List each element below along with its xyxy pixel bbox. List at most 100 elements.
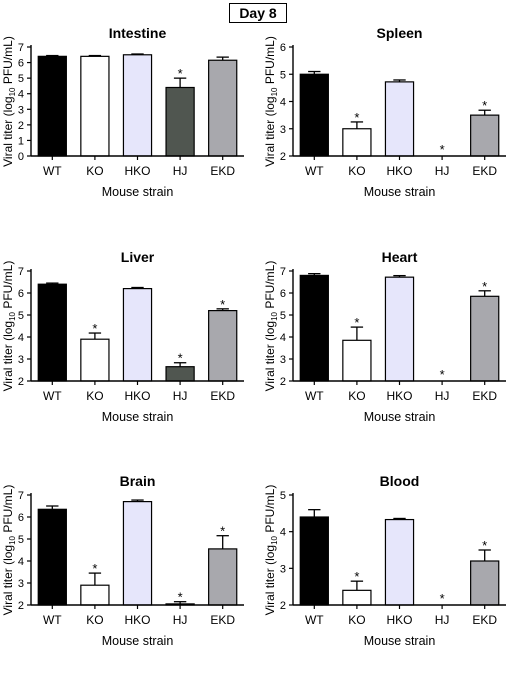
y-tick-label: 5 — [18, 73, 24, 85]
bar-wt — [37, 508, 67, 606]
x-tick-label: WT — [43, 164, 62, 178]
y-tick-label: 6 — [18, 58, 24, 70]
y-axis-label-unit: PFU/mL) — [263, 36, 277, 87]
y-tick-label: 5 — [280, 310, 286, 322]
y-tick-label: 6 — [280, 42, 286, 54]
x-axis-label: Mouse strain — [102, 634, 174, 648]
y-axis-label-unit: PFU/mL) — [1, 261, 15, 312]
bar-ekd — [208, 59, 238, 157]
chart-liver: Liver WT * KO HKO * HJ * EKD 2 3 4 5 6 7 Mouse strain Vi… — [1, 249, 244, 424]
bar-hko — [384, 81, 415, 157]
x-axis-label: Mouse strain — [364, 185, 436, 199]
x-tick-label: KO — [86, 389, 103, 403]
significance-asterisk-hj: * — [440, 142, 445, 157]
bar-wt — [299, 274, 329, 382]
y-tick-label: 6 — [18, 512, 24, 524]
x-tick-label: WT — [305, 613, 324, 627]
bar-hko — [122, 501, 153, 606]
y-tick-label: 7 — [18, 266, 24, 278]
y-tick-label: 7 — [280, 266, 286, 278]
y-tick-label: 4 — [18, 332, 24, 344]
bar-ko — [80, 55, 110, 157]
y-tick-label: 3 — [18, 578, 24, 590]
bar-ekd — [470, 560, 500, 606]
chart-title: Liver — [121, 249, 155, 265]
x-tick-label: HKO — [124, 613, 150, 627]
bar-ko — [80, 338, 110, 382]
y-tick-label: 5 — [280, 69, 286, 81]
y-axis-label-main: Viral titer (log — [1, 96, 15, 166]
x-axis-label: Mouse strain — [364, 634, 436, 648]
y-axis-label: Viral titer (log10 PFU/mL) — [263, 36, 279, 167]
chart-heart: Heart WT * KO HKO * HJ * EKD 2 3 4 5 6 7 Mouse strain Vi… — [263, 249, 506, 424]
y-tick-label: 2 — [280, 600, 286, 612]
y-tick-label: 3 — [18, 354, 24, 366]
x-tick-label: HJ — [435, 164, 450, 178]
y-axis-label-subscript: 10 — [8, 535, 17, 544]
y-axis-label-unit: PFU/mL) — [1, 485, 15, 536]
y-tick-label: 2 — [280, 151, 286, 163]
y-tick-label: 4 — [18, 556, 24, 568]
chart-title: Spleen — [377, 25, 423, 41]
y-axis-label-unit: PFU/mL) — [263, 485, 277, 536]
x-axis-label: Mouse strain — [102, 410, 174, 424]
bar-hko — [384, 518, 415, 606]
y-tick-label: 4 — [280, 332, 286, 344]
y-tick-label: 3 — [280, 563, 286, 575]
x-tick-label: KO — [86, 613, 103, 627]
chart-blood: Blood WT * KO HKO * HJ * EKD 2 3 4 5 Mouse strain Vira… — [263, 473, 506, 648]
bar-wt — [299, 73, 329, 157]
y-axis-label-subscript: 10 — [8, 311, 17, 320]
x-tick-label: WT — [43, 613, 62, 627]
x-tick-label: WT — [305, 164, 324, 178]
bar-hj — [165, 86, 195, 157]
x-tick-label: EKD — [210, 613, 235, 627]
y-axis-label-main: Viral titer (log — [1, 321, 15, 391]
y-tick-label: 5 — [18, 310, 24, 322]
bar-ekd — [470, 295, 500, 382]
bar-hko — [122, 54, 153, 157]
x-tick-label: HJ — [435, 389, 450, 403]
y-axis-label-main: Viral titer (log — [263, 96, 277, 166]
significance-asterisk-ko: * — [92, 561, 97, 576]
y-axis-label: Viral titer (log10 PFU/mL) — [263, 485, 279, 616]
significance-asterisk-hj: * — [178, 590, 183, 605]
x-tick-label: HJ — [435, 613, 450, 627]
x-tick-label: HKO — [386, 164, 412, 178]
x-tick-label: HJ — [173, 389, 188, 403]
chart-title: Blood — [380, 473, 420, 489]
y-tick-label: 6 — [18, 288, 24, 300]
y-axis-label-main: Viral titer (log — [1, 545, 15, 615]
y-tick-label: 4 — [18, 89, 24, 101]
y-tick-label: 2 — [18, 376, 24, 388]
bar-hko — [384, 276, 415, 382]
bar-ko — [80, 584, 110, 606]
y-axis-label-subscript: 10 — [270, 535, 279, 544]
x-tick-label: EKD — [472, 613, 497, 627]
bar-wt — [37, 283, 67, 382]
chart-title: Brain — [120, 473, 156, 489]
significance-asterisk-ekd: * — [220, 297, 225, 312]
y-tick-label: 2 — [18, 600, 24, 612]
chart-intestine: Intestine WT KO HKO * HJ EKD 0 1 2 3 4 5 6 7 Mouse stra… — [1, 25, 244, 199]
y-tick-label: 4 — [280, 527, 286, 539]
significance-asterisk-ko: * — [354, 569, 359, 584]
x-tick-label: EKD — [210, 164, 235, 178]
bar-wt — [37, 55, 67, 157]
y-axis-label-unit: PFU/mL) — [263, 261, 277, 312]
significance-asterisk-ko: * — [92, 321, 97, 336]
y-axis-label-main: Viral titer (log — [263, 545, 277, 615]
y-tick-label: 3 — [280, 354, 286, 366]
significance-asterisk-ko: * — [354, 110, 359, 125]
y-tick-label: 6 — [280, 288, 286, 300]
significance-asterisk-ekd: * — [482, 98, 487, 113]
chart-spleen: Spleen WT * KO HKO * HJ * EKD 2 3 4 5 6 Mouse strain Vi… — [263, 25, 506, 199]
significance-asterisk-hj: * — [178, 351, 183, 366]
x-tick-label: KO — [86, 164, 103, 178]
significance-asterisk-hj: * — [440, 591, 445, 606]
significance-asterisk-ekd: * — [482, 279, 487, 294]
x-axis-label: Mouse strain — [102, 185, 174, 199]
chart-title: Intestine — [109, 25, 167, 41]
y-tick-label: 2 — [280, 376, 286, 388]
